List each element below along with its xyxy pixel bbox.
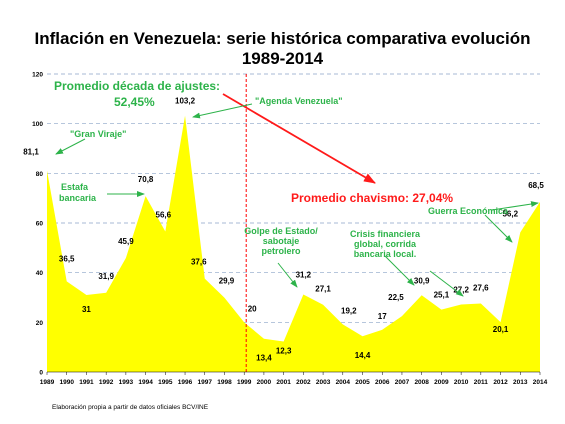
data-label: 56,6	[156, 210, 172, 219]
x-tick-label: 2012	[493, 379, 508, 386]
data-label: 12,3	[276, 346, 292, 355]
x-tick-label: 1999	[237, 379, 252, 386]
arrow-promedio-chavismo	[222, 93, 376, 184]
annotation-crisis-2: global, corrida	[354, 239, 417, 249]
x-tick-label: 1994	[138, 379, 153, 386]
x-tick-label: 2009	[434, 379, 449, 386]
data-label: 27,1	[315, 285, 331, 294]
data-label: 20	[248, 304, 257, 313]
data-label: 31,2	[296, 271, 312, 280]
x-tick-label: 1989	[40, 379, 55, 386]
x-tick-label: 2003	[316, 379, 331, 386]
arrow-golpe	[277, 262, 298, 288]
x-axis-ticks: 1989 1990 1991 1992 1993 1994 1995 1996 1997 1998…	[40, 372, 548, 386]
annotation-agenda-venezuela: "Agenda Venezuela"	[255, 96, 343, 106]
annotation-crisis-1: Crisis financiera	[350, 229, 421, 239]
annotation-golpe-3: petrolero	[261, 246, 301, 256]
arrow-guerra-economica-2	[491, 201, 539, 211]
source-note: Elaboración propia a partir de datos ofi…	[52, 404, 209, 411]
data-label: 31,9	[98, 272, 114, 281]
data-label: 20,1	[493, 325, 509, 334]
x-tick-label: 1993	[119, 379, 134, 386]
data-label: 103,2	[175, 97, 196, 106]
x-tick-label: 1998	[217, 379, 232, 386]
data-label: 19,2	[341, 306, 357, 315]
y-tick-label: 0	[39, 370, 43, 377]
x-tick-label: 2007	[395, 379, 410, 386]
arrow-gran-viraje	[55, 138, 86, 155]
arrow-guerra-economica	[484, 214, 513, 243]
arrow-agenda-venezuela	[192, 103, 253, 119]
data-label: 36,5	[59, 254, 75, 263]
y-tick-label: 120	[32, 72, 43, 79]
y-tick-label: 100	[32, 121, 43, 128]
x-tick-label: 2001	[276, 379, 291, 386]
y-axis-ticks: 0 20 40 60 80 100 120	[32, 72, 43, 377]
y-tick-label: 60	[36, 221, 44, 228]
data-label: 45,9	[118, 237, 134, 246]
x-tick-label: 1991	[79, 379, 94, 386]
annotation-crisis-3: bancaria local.	[354, 249, 417, 259]
chart-title-line2: 1989-2014	[242, 49, 324, 68]
arrow-crisis-2008	[384, 255, 415, 286]
x-tick-label: 1995	[158, 379, 173, 386]
x-tick-label: 1996	[178, 379, 193, 386]
data-label: 29,9	[219, 277, 235, 286]
data-label: 14,4	[355, 351, 371, 360]
x-tick-label: 1992	[99, 379, 114, 386]
x-tick-label: 2006	[375, 379, 390, 386]
annotation-estafa: Estafa	[61, 182, 89, 192]
annotation-arrows	[55, 93, 539, 297]
data-label: 81,1	[23, 148, 39, 157]
data-label: 25,1	[434, 291, 450, 300]
chart-title-line1: Inflación en Venezuela: serie histórica …	[34, 29, 530, 48]
x-tick-label: 1997	[198, 379, 213, 386]
arrow-crisis-2010	[429, 270, 464, 297]
data-label: 37,6	[191, 258, 207, 267]
inflation-area	[47, 115, 540, 372]
data-label: 56,2	[502, 209, 518, 218]
x-tick-label: 2014	[533, 379, 548, 386]
data-label: 13,4	[256, 354, 272, 363]
annotation-promedio-chavismo: Promedio chavismo: 27,04%	[291, 191, 453, 205]
annotation-golpe-1: Golpe de Estado/	[244, 226, 318, 236]
annotation-guerra-economica: Guerra Económica	[428, 206, 509, 216]
data-labels: 81,1 36,5 31 31,9 45,9 70,8 56,6 103,2 37,6 29,9 2…	[23, 97, 544, 363]
data-label: 30,9	[414, 276, 430, 285]
x-tick-label: 2005	[355, 379, 370, 386]
y-tick-label: 40	[36, 270, 44, 277]
x-tick-label: 2013	[513, 379, 528, 386]
data-label: 70,8	[138, 175, 154, 184]
y-tick-label: 80	[36, 171, 44, 178]
data-label: 27,6	[473, 283, 489, 292]
x-tick-label: 2011	[474, 379, 488, 386]
data-label: 22,5	[388, 293, 404, 302]
data-label: 31	[82, 305, 91, 314]
x-tick-label: 2008	[414, 379, 429, 386]
x-tick-label: 1990	[59, 379, 74, 386]
x-tick-label: 2002	[296, 379, 311, 386]
y-tick-label: 20	[36, 320, 44, 327]
annotation-promedio-ajustes: Promedio década de ajustes:	[54, 79, 220, 93]
x-tick-label: 2000	[257, 379, 272, 386]
annotation-bancaria: bancaria	[59, 193, 97, 203]
annotation-gran-viraje: "Gran Viraje"	[70, 129, 126, 139]
annotation-promedio-ajustes-value: 52,45%	[114, 95, 155, 109]
x-tick-label: 2010	[454, 379, 469, 386]
annotation-golpe-2: sabotaje	[263, 236, 300, 246]
data-label: 68,5	[528, 181, 544, 190]
x-tick-label: 2004	[336, 379, 351, 386]
data-label: 17	[378, 312, 387, 321]
